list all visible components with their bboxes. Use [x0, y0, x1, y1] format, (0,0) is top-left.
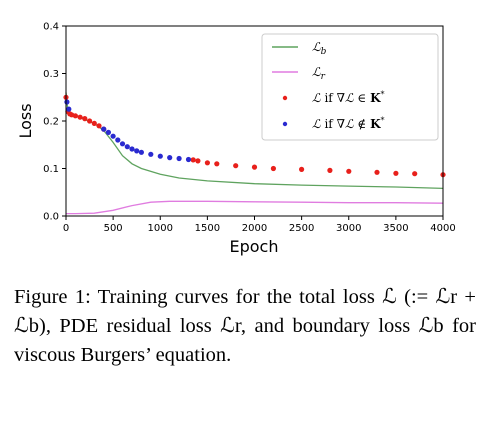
x-tick-label: 1000: [148, 223, 173, 234]
series-point-2: [72, 113, 78, 119]
series-point-2: [195, 158, 201, 164]
series-point-2: [82, 116, 88, 122]
legend-label-in-cone: ℒ if ∇ℒ ∈ K*: [312, 90, 385, 105]
series-point-2: [96, 123, 102, 129]
series-point-3: [124, 144, 130, 150]
ticks-layer: 0 500 1000 1500 2000 2500 3000 3500 4000 0.0 0.1 0.…: [43, 22, 456, 235]
x-tick-label: 4000: [430, 223, 455, 234]
legend: ℒb ℒr ℒ if ∇ℒ ∈ K* ℒ if ∇ℒ ∉ K*: [261, 33, 439, 141]
series-point-3: [157, 153, 163, 159]
series-point-3: [129, 146, 135, 152]
series-line-1: [66, 200, 444, 215]
y-tick-label: 0.0: [43, 212, 59, 223]
series-point-2: [87, 118, 93, 124]
x-tick-label: 3500: [383, 223, 408, 234]
x-tick-label: 1500: [195, 223, 220, 234]
series-point-2: [77, 114, 83, 120]
x-tick-label: 3000: [336, 223, 361, 234]
series-point-3: [185, 156, 192, 163]
y-tick-label: 0.4: [43, 22, 59, 33]
series-point-3: [66, 106, 72, 112]
series-point-2: [91, 120, 97, 126]
legend-box: [261, 33, 439, 141]
series-point-3: [148, 151, 154, 157]
y-tick-label: 0.1: [43, 164, 59, 175]
series-point-3: [64, 99, 70, 105]
series-point-2: [346, 168, 352, 174]
x-tick-label: 2500: [289, 223, 314, 234]
y-axis-label: Loss: [16, 103, 35, 138]
legend-label-not-in-cone: ℒ if ∇ℒ ∉ K*: [312, 116, 385, 131]
series-point-2: [374, 169, 380, 175]
series-point-3: [101, 126, 107, 132]
y-tick-label: 0.2: [43, 117, 59, 128]
figure-caption: Figure 1: Training curves for the total …: [14, 286, 476, 366]
series-point-3: [115, 137, 121, 143]
x-tick-label: 500: [104, 223, 123, 234]
series-point-3: [138, 149, 144, 155]
y-tick-label: 0.3: [43, 69, 59, 80]
series-point-2: [299, 166, 305, 172]
series-point-2: [204, 160, 210, 166]
series-point-2: [270, 165, 276, 172]
x-tick-label: 0: [63, 223, 69, 234]
series-point-3: [167, 155, 173, 161]
series-point-3: [134, 148, 140, 154]
series-point-3: [110, 133, 116, 139]
series-point-2: [251, 164, 258, 170]
series-layer: [63, 92, 446, 215]
x-axis-label: Epoch: [230, 237, 279, 256]
legend-swatch-in-cone: [282, 95, 288, 101]
loss-chart: 0 500 1000 1500 2000 2500 3000 3500 4000 0.0 0.1 0.…: [16, 22, 456, 257]
series-point-2: [233, 163, 239, 169]
series-point-3: [105, 129, 111, 135]
series-point-2: [190, 157, 196, 163]
series-point-3: [176, 155, 182, 162]
series-point-3: [119, 141, 126, 147]
series-point-2: [393, 170, 399, 176]
series-point-2: [214, 161, 220, 167]
x-tick-label: 2000: [242, 223, 267, 234]
legend-swatch-not-in-cone: [282, 121, 288, 127]
series-point-2: [412, 171, 418, 177]
series-point-2: [327, 167, 333, 173]
